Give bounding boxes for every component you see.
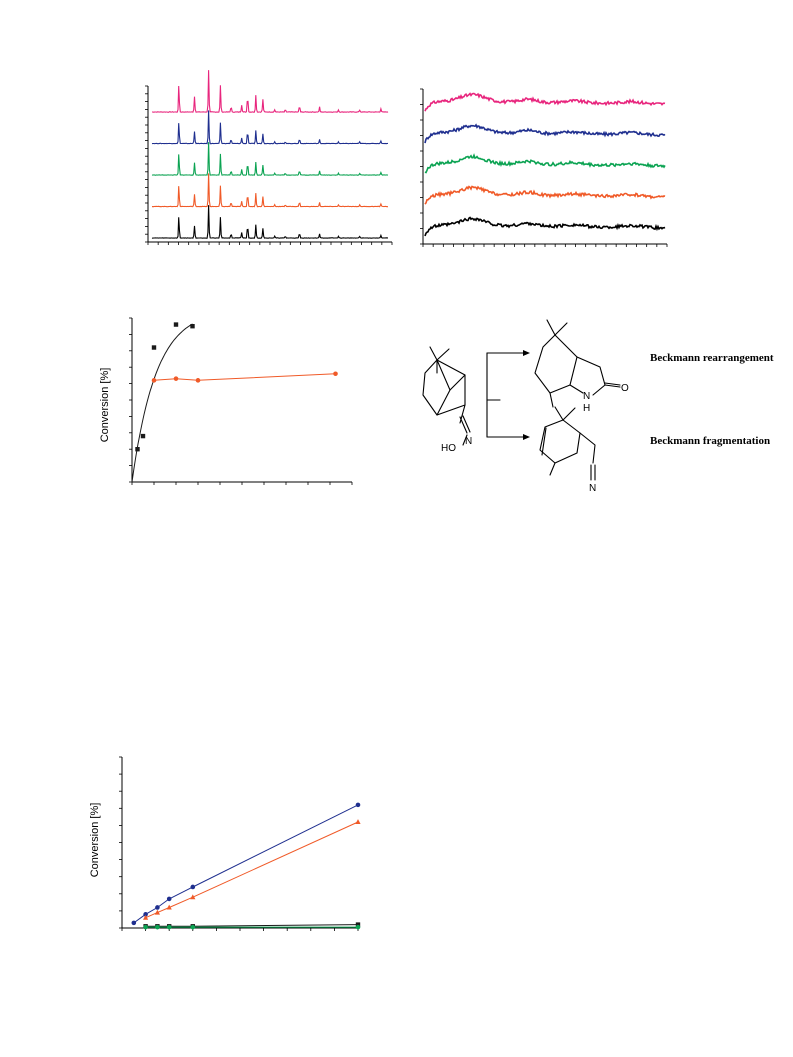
conversion-panel-2: Conversion [%] [89, 756, 361, 931]
c2-series-line [145, 821, 359, 919]
c2-point [166, 924, 172, 930]
oxime-ho-label: HO [441, 443, 456, 454]
oxime-n-label: N [465, 436, 472, 447]
fragmentation-label: Beckmann fragmentation [650, 435, 770, 447]
arrowhead-down [523, 434, 530, 440]
nitrile-n-label: N [589, 483, 596, 494]
xrd-series-line [151, 173, 388, 208]
broad-series-line [424, 92, 666, 112]
lactam-n-label: N [583, 391, 590, 402]
c2-point [154, 909, 160, 915]
c2-point [166, 904, 172, 910]
c1-point [135, 447, 140, 452]
c1-series-line [153, 373, 336, 381]
camphor-oxime-structure: N HO [422, 346, 472, 454]
xrd-series-line [152, 70, 389, 113]
c1-series-line [131, 323, 193, 483]
conversion-2-ylabel: Conversion [%] [89, 803, 101, 878]
xrd-series-group [151, 70, 389, 239]
xrd-series-line [151, 110, 389, 145]
rearrangement-label: Beckmann rearrangement [650, 352, 774, 364]
c1-point [151, 378, 157, 383]
c1-point [173, 322, 179, 327]
c2-point [190, 884, 196, 890]
c2-point [143, 912, 148, 917]
c1-point [190, 324, 195, 329]
broad-axis-ticks [420, 88, 668, 247]
broad-series-line [424, 153, 666, 174]
c2-point [355, 922, 361, 927]
c1-point [173, 376, 179, 381]
c2-series-group [131, 802, 361, 930]
broad-series-line [424, 216, 666, 237]
reaction-arrows [486, 350, 530, 440]
c2-point [190, 924, 196, 930]
xrd-series-line [151, 142, 389, 176]
c1-axis-ticks [129, 317, 353, 485]
c2-series-line [133, 804, 359, 924]
c2-series-line [145, 924, 359, 927]
nitrile-structure: N [539, 406, 596, 494]
conversion-1-ylabel: Conversion [%] [99, 368, 111, 443]
c2-point [355, 819, 361, 824]
broad-series-line [424, 123, 666, 144]
c2-point [143, 914, 149, 920]
lactam-o-label: O [621, 383, 629, 394]
xrd-axis-ticks [145, 85, 393, 245]
lactam-h-label: H [583, 403, 590, 414]
c2-point [155, 924, 160, 930]
xrd-panel [145, 70, 393, 245]
broad-panel [420, 88, 668, 247]
conversion-panel-1: Conversion [%] [99, 317, 353, 485]
c2-point [143, 924, 148, 930]
xrd-series-line [151, 205, 388, 239]
c1-point [140, 433, 146, 439]
arrowhead-up [523, 350, 530, 356]
c1-point [195, 378, 201, 383]
broad-series-group [424, 92, 666, 237]
c2-point [355, 924, 361, 930]
c2-point [131, 920, 137, 926]
c2-point [155, 905, 160, 910]
c1-series-group [131, 322, 338, 483]
broad-series-line [424, 185, 666, 205]
c1-point [151, 345, 157, 350]
c2-point [355, 802, 361, 808]
lactam-structure: N H O [534, 319, 629, 414]
reaction-scheme: N HO N H O N Beckmann rearrangement Beck… [422, 319, 774, 494]
c2-point [166, 896, 172, 902]
c2-point [190, 894, 196, 900]
c1-point [333, 371, 338, 377]
c2-axis-ticks [119, 756, 359, 931]
